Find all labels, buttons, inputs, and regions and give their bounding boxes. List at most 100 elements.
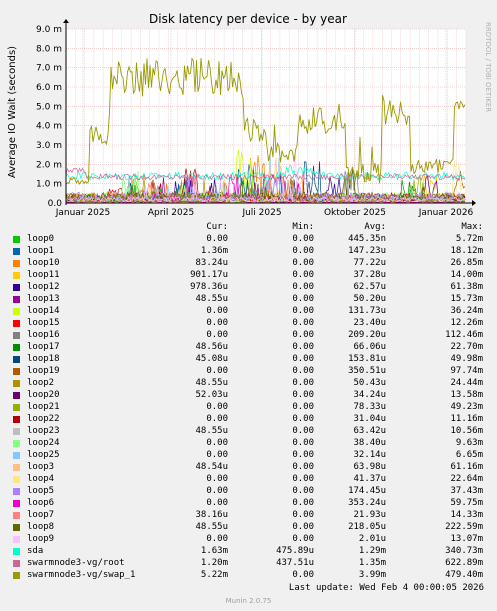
- legend-avg-value: 147.23u: [348, 246, 386, 256]
- legend-avg-value: 209.20u: [348, 330, 386, 340]
- legend-cur-value: 1.63m: [200, 546, 228, 556]
- legend-swatch: [13, 284, 20, 291]
- legend-max-value: 5.72m: [455, 234, 483, 244]
- legend-series-name: loop25: [27, 450, 60, 460]
- legend-avg-value: 32.14u: [353, 450, 386, 460]
- legend-max-value: 479.40m: [445, 570, 483, 580]
- legend-swatch: [13, 356, 20, 363]
- legend-row: loop6 0.00 0.00 353.24u 59.75m: [0, 498, 497, 510]
- legend-swatch: [13, 560, 20, 567]
- legend-min-value: 0.00: [292, 378, 314, 388]
- legend-series-name: swarmnode3-vg/swap_1: [27, 570, 136, 580]
- legend-series-name: loop5: [27, 486, 55, 496]
- legend-min-value: 475.89u: [276, 546, 314, 556]
- legend-avg-value: 31.04u: [353, 414, 386, 424]
- legend-max-value: 12.26m: [450, 318, 483, 328]
- legend-avg-value: 77.22u: [353, 258, 386, 268]
- legend-swatch: [13, 512, 20, 519]
- legend-cur-value: 0.00: [206, 330, 228, 340]
- legend-min-value: 0.00: [292, 294, 314, 304]
- series-line-loop9: [65, 153, 466, 203]
- legend-max-value: 11.16m: [450, 414, 483, 424]
- munin-version: Munin 2.0.75: [225, 597, 272, 605]
- legend-series-name: loop11: [27, 270, 60, 280]
- legend-row: loop11 901.17u 0.00 37.28u 14.00m: [0, 270, 497, 282]
- legend-row: loop23 48.55u 0.00 63.42u 10.56m: [0, 426, 497, 438]
- legend-series-name: loop22: [27, 414, 60, 424]
- legend-row: loop12 978.36u 0.00 62.57u 61.38m: [0, 282, 497, 294]
- legend-series-name: loop12: [27, 282, 60, 292]
- rrdtool-credit: RRDTOOL / TOBI OETIKER: [484, 22, 492, 112]
- legend-max-value: 10.56m: [450, 426, 483, 436]
- legend-swatch: [13, 368, 20, 375]
- series-line-swarmnode3-vg-root: [65, 167, 466, 181]
- y-tick-label: 3.0 m: [36, 141, 62, 151]
- legend-min-value: 437.51u: [276, 558, 314, 568]
- legend-max-value: 6.65m: [455, 450, 483, 460]
- legend-max-value: 9.63m: [455, 438, 483, 448]
- column-header-cur: Cur:: [206, 222, 228, 232]
- legend-min-value: 0.00: [292, 246, 314, 256]
- legend-row: loop16 0.00 0.00 209.20u 112.46m: [0, 330, 497, 342]
- legend-min-value: 0.00: [292, 510, 314, 520]
- legend-avg-value: 1.29m: [358, 546, 386, 556]
- legend-series-name: loop16: [27, 330, 60, 340]
- legend-max-value: 59.75m: [450, 498, 483, 508]
- legend-swatch: [13, 476, 20, 483]
- legend-cur-value: 48.55u: [195, 378, 228, 388]
- y-tick-label: 7.0 m: [36, 64, 62, 74]
- legend-swatch: [13, 296, 20, 303]
- legend-series-name: loop0: [27, 234, 55, 244]
- legend-row: loop8 48.55u 0.00 218.05u 222.59m: [0, 522, 497, 534]
- x-axis-arrow: [472, 200, 476, 206]
- legend-cur-value: 0.00: [206, 438, 228, 448]
- legend-max-value: 36.24m: [450, 306, 483, 316]
- x-tick-label: Januar 2026: [418, 208, 474, 218]
- legend-avg-value: 445.35n: [348, 234, 386, 244]
- legend-avg-value: 153.81u: [348, 354, 386, 364]
- legend-cur-value: 0.00: [206, 234, 228, 244]
- legend-min-value: 0.00: [292, 522, 314, 532]
- legend-min-value: 0.00: [292, 270, 314, 280]
- legend-cur-value: 48.56u: [195, 342, 228, 352]
- legend-series-name: loop7: [27, 510, 55, 520]
- legend-max-value: 14.00m: [450, 270, 483, 280]
- legend-min-value: 0.00: [292, 366, 314, 376]
- legend-avg-value: 174.45u: [348, 486, 386, 496]
- legend-series-name: loop8: [27, 522, 55, 532]
- legend-cur-value: 0.00: [206, 474, 228, 484]
- chart-title: Disk latency per device - by year: [149, 12, 347, 26]
- legend-max-value: 15.73m: [450, 294, 483, 304]
- legend-row: loop19 0.00 0.00 350.51u 97.74m: [0, 366, 497, 378]
- legend-cur-value: 0.00: [206, 414, 228, 424]
- y-tick-label: 8.0 m: [36, 44, 62, 54]
- legend-avg-value: 38.40u: [353, 438, 386, 448]
- legend-min-value: 0.00: [292, 426, 314, 436]
- legend-cur-value: 0.00: [206, 402, 228, 412]
- legend-min-value: 0.00: [292, 306, 314, 316]
- legend-cur-value: 83.24u: [195, 258, 228, 268]
- legend-avg-value: 34.24u: [353, 390, 386, 400]
- legend-avg-value: 63.98u: [353, 462, 386, 472]
- legend-row: loop1 1.36m 0.00 147.23u 18.12m: [0, 246, 497, 258]
- legend-cur-value: 978.36u: [190, 282, 228, 292]
- legend-avg-value: 3.99m: [358, 570, 386, 580]
- column-header-min: Min:: [292, 222, 314, 232]
- legend-row: swarmnode3-vg/swap_1 5.22m 0.00 3.99m 479.40…: [0, 570, 497, 582]
- legend-cur-value: 48.55u: [195, 522, 228, 532]
- legend-cur-value: 38.16u: [195, 510, 228, 520]
- legend-swatch: [13, 272, 20, 279]
- legend-swatch: [13, 380, 20, 387]
- legend-min-value: 0.00: [292, 330, 314, 340]
- legend-min-value: 0.00: [292, 570, 314, 580]
- legend-row: loop2 48.55u 0.00 50.43u 24.44m: [0, 378, 497, 390]
- legend-swatch: [13, 308, 20, 315]
- x-tick-label: Juli 2025: [241, 208, 281, 218]
- legend-swatch: [13, 500, 20, 507]
- legend-series-name: loop1: [27, 246, 55, 256]
- legend-series-name: loop14: [27, 306, 60, 316]
- legend-row: loop3 48.54u 0.00 63.98u 61.16m: [0, 462, 497, 474]
- legend-row: sda 1.63m 475.89u 1.29m 340.73m: [0, 546, 497, 558]
- legend-max-value: 14.33m: [450, 510, 483, 520]
- legend-series-name: loop19: [27, 366, 60, 376]
